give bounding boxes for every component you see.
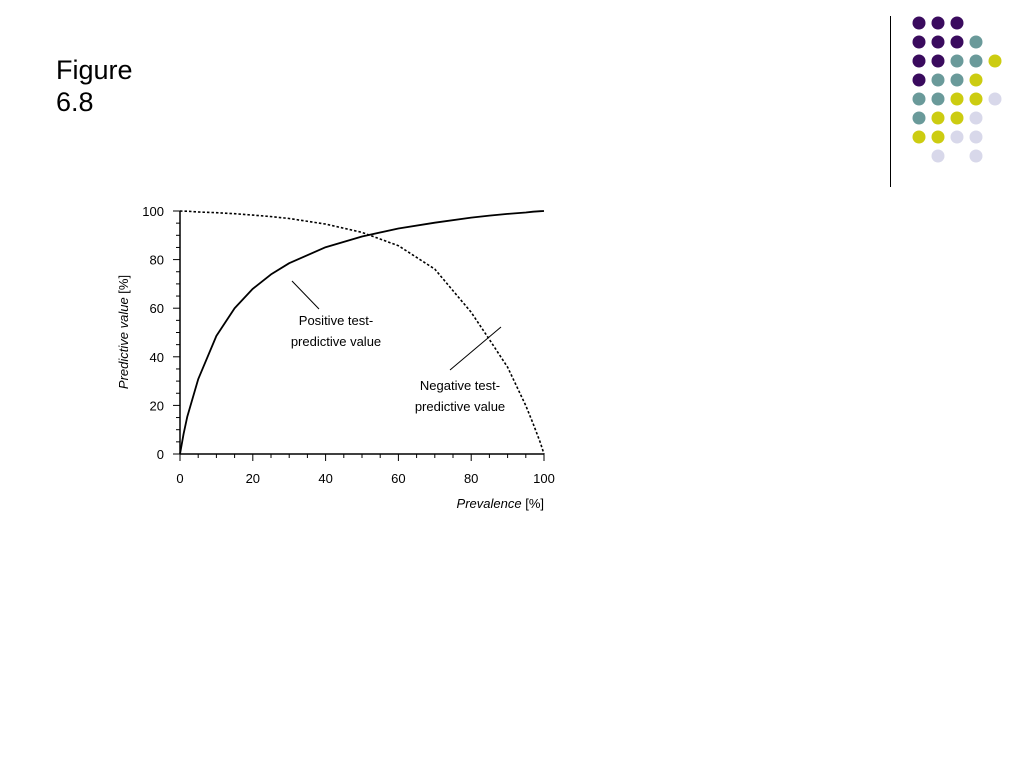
decorative-dot xyxy=(912,130,926,144)
decorative-dot xyxy=(988,54,1002,68)
decorative-dot xyxy=(912,16,926,30)
decorative-dot xyxy=(912,54,926,68)
x-tick-label: 80 xyxy=(464,471,478,486)
y-tick-label: 0 xyxy=(157,447,164,462)
decorative-dot xyxy=(931,149,945,163)
y-axis-label-unit: [%] xyxy=(116,275,131,297)
x-tick-label: 40 xyxy=(318,471,332,486)
decorative-dot xyxy=(931,73,945,87)
decorative-dot xyxy=(950,73,964,87)
x-tick-label: 60 xyxy=(391,471,405,486)
y-tick-label: 40 xyxy=(150,350,164,365)
decorative-dot xyxy=(969,54,983,68)
x-axis-label-name: Prevalence xyxy=(457,496,522,511)
decorative-dot xyxy=(912,73,926,87)
decorative-dot xyxy=(950,35,964,49)
y-tick-label: 60 xyxy=(150,301,164,316)
positive-predictive-value-curve xyxy=(179,210,545,455)
y-tick-label: 20 xyxy=(150,398,164,413)
slide-title-line2: 6.8 xyxy=(56,87,94,117)
y-axis-label: Predictive value [%] xyxy=(116,275,131,389)
decorative-dot xyxy=(950,92,964,106)
decorative-dot xyxy=(931,16,945,30)
decorative-dot xyxy=(950,130,964,144)
decorative-dot xyxy=(950,16,964,30)
y-axis-label-name: Predictive value xyxy=(116,297,131,389)
decorative-dot xyxy=(931,35,945,49)
x-axis-label-unit: [%] xyxy=(522,496,544,511)
chart-axes xyxy=(179,211,544,455)
chart-tick-labels: 0 20 40 60 80 100 0 20 40 60 80 100 xyxy=(142,204,555,486)
decorative-dot xyxy=(988,92,1002,106)
decorative-dot-grid xyxy=(912,16,1002,163)
x-axis-label: Prevalence [%] xyxy=(457,496,544,511)
positive-annotation-line1: Positive test- xyxy=(299,313,373,328)
decorative-dot xyxy=(912,92,926,106)
chart-ticks xyxy=(173,210,545,461)
x-tick-label: 0 xyxy=(176,471,183,486)
decorative-dot xyxy=(969,73,983,87)
negative-annotation-line1: Negative test- xyxy=(420,378,500,393)
decorative-dot xyxy=(931,130,945,144)
slide-title-line1: Figure xyxy=(56,55,133,85)
decorative-dot xyxy=(950,111,964,125)
decorative-dot xyxy=(969,130,983,144)
slide-title: Figure 6.8 xyxy=(56,54,176,118)
positive-annotation-line2: predictive value xyxy=(291,334,381,349)
decorative-dot xyxy=(969,149,983,163)
decorative-dot xyxy=(950,54,964,68)
decorative-dot xyxy=(912,111,926,125)
negative-annotation-line2: predictive value xyxy=(415,399,505,414)
positive-annotation-leader xyxy=(291,280,320,310)
vertical-divider xyxy=(890,16,891,187)
decorative-dot xyxy=(931,111,945,125)
negative-annotation-leader xyxy=(449,326,502,371)
decorative-dot xyxy=(969,111,983,125)
decorative-dot xyxy=(969,35,983,49)
y-tick-label: 80 xyxy=(150,253,164,268)
decorative-dot xyxy=(931,92,945,106)
decorative-dot xyxy=(912,35,926,49)
x-tick-label: 20 xyxy=(246,471,260,486)
decorative-dot xyxy=(931,54,945,68)
y-tick-label: 100 xyxy=(142,204,164,219)
x-tick-label: 100 xyxy=(533,471,555,486)
negative-predictive-value-curve xyxy=(179,210,545,455)
chart-curves xyxy=(179,210,545,455)
decorative-dot xyxy=(969,92,983,106)
